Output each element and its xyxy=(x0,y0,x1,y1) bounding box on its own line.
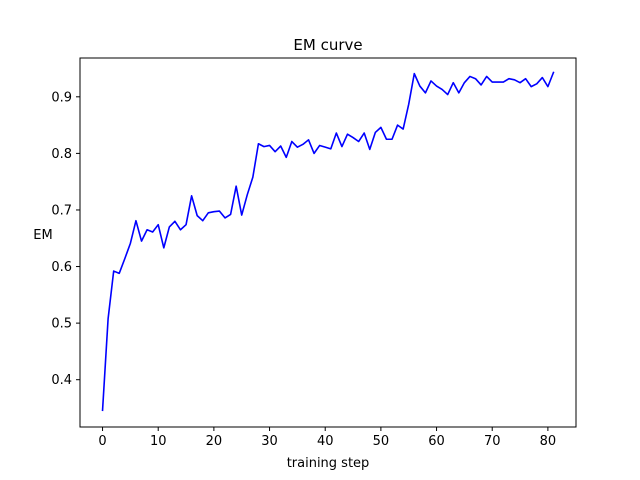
plot-area xyxy=(101,71,555,412)
x-tick-label: 70 xyxy=(484,434,501,449)
x-tick-label: 20 xyxy=(206,434,223,449)
y-axis-label: EM xyxy=(33,228,52,243)
y-tick-label: 0.6 xyxy=(51,260,72,275)
x-tick-label: 10 xyxy=(150,434,167,449)
x-tick-label: 30 xyxy=(261,434,278,449)
chart-title: EM curve xyxy=(293,36,362,54)
y-tick-label: 0.5 xyxy=(51,317,72,332)
x-tick-label: 60 xyxy=(428,434,445,449)
axis-ticks: 0 10 20 30 40 50 60 70 80 0.4 0.5 0.6 0.7 0.8 0.9 xyxy=(51,90,556,449)
y-tick-label: 0.7 xyxy=(51,203,72,218)
series-line xyxy=(101,71,555,412)
axes-frame xyxy=(79,57,577,428)
y-tick-label: 0.9 xyxy=(51,90,72,105)
x-tick-label: 40 xyxy=(317,434,334,449)
x-tick-label: 0 xyxy=(98,434,106,449)
x-tick-label: 50 xyxy=(373,434,390,449)
y-tick-label: 0.8 xyxy=(51,147,72,162)
x-axis-label: training step xyxy=(287,456,370,471)
x-tick-label: 80 xyxy=(540,434,557,449)
y-tick-label: 0.4 xyxy=(51,373,72,388)
